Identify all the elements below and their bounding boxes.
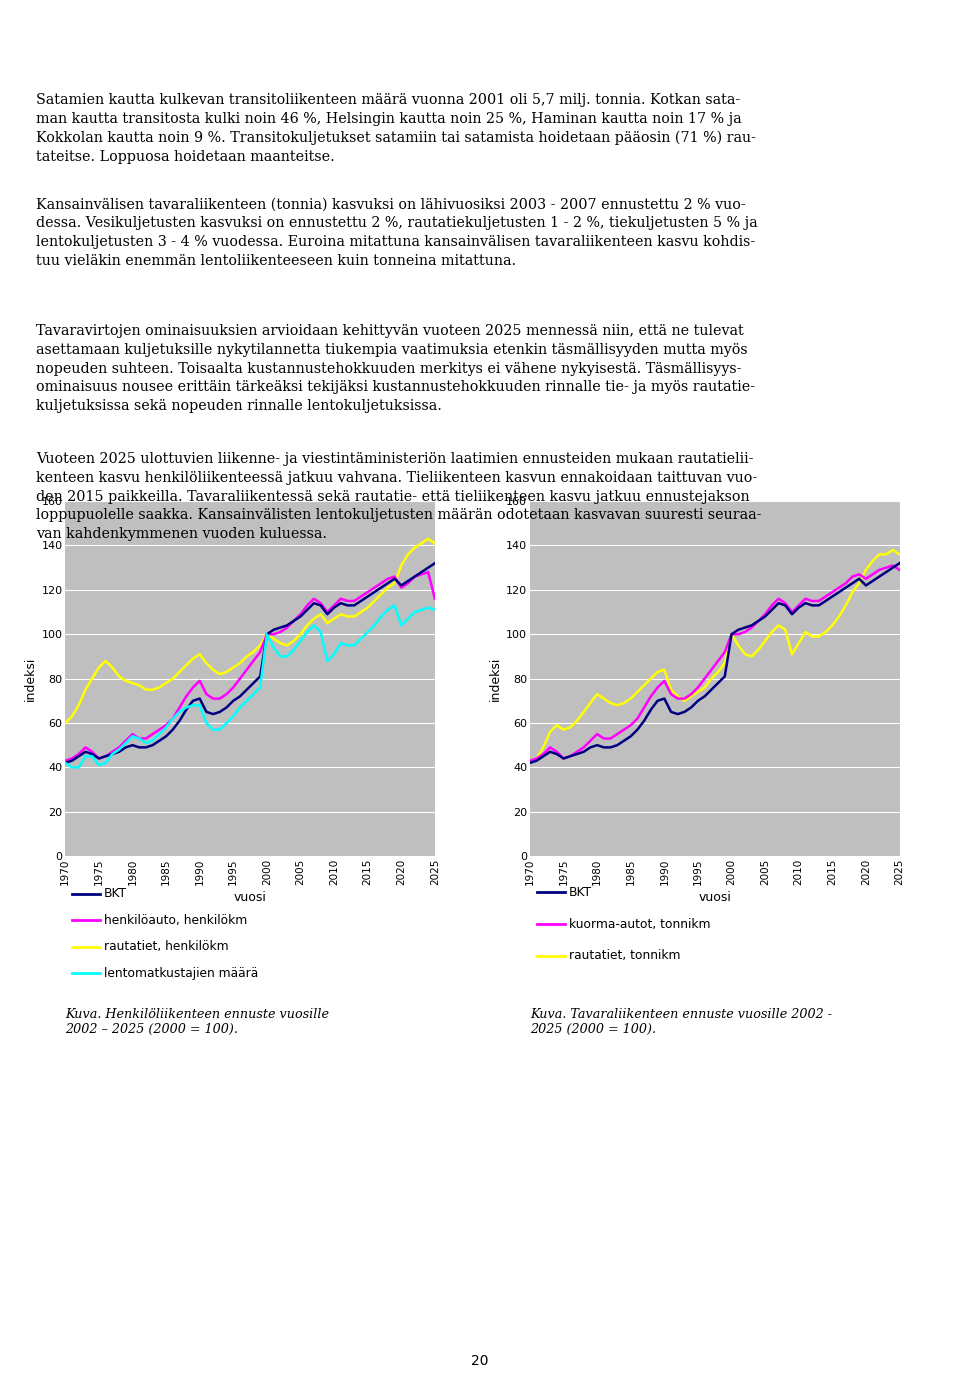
Text: Vuoteen 2025 ulottuvien liikenne- ja viestintäministeriön laatimien ennusteiden : Vuoteen 2025 ulottuvien liikenne- ja vie… bbox=[36, 452, 762, 541]
X-axis label: vuosi: vuosi bbox=[698, 891, 732, 903]
X-axis label: vuosi: vuosi bbox=[233, 891, 267, 903]
Text: Kansainvälisen tavaraliikenteen (tonnia) kasvuksi on lähivuosiksi 2003 - 2007 en: Kansainvälisen tavaraliikenteen (tonnia)… bbox=[36, 198, 758, 267]
Text: Kuva. Henkilöliikenteen ennuste vuosille
2002 – 2025 (2000 = 100).: Kuva. Henkilöliikenteen ennuste vuosille… bbox=[65, 1008, 329, 1036]
Text: rautatiet, henkilökm: rautatiet, henkilökm bbox=[104, 941, 228, 954]
Text: BKT: BKT bbox=[568, 885, 591, 899]
Text: Kuva. Tavaraliikenteen ennuste vuosille 2002 -
2025 (2000 = 100).: Kuva. Tavaraliikenteen ennuste vuosille … bbox=[530, 1008, 832, 1036]
Y-axis label: indeksi: indeksi bbox=[489, 657, 502, 700]
Text: 20: 20 bbox=[471, 1354, 489, 1368]
Text: rautatiet, tonnikm: rautatiet, tonnikm bbox=[568, 949, 681, 962]
Text: BKT: BKT bbox=[104, 887, 127, 901]
Y-axis label: indeksi: indeksi bbox=[24, 657, 37, 700]
Text: Satamien kautta kulkevan transitoliikenteen määrä vuonna 2001 oli 5,7 milj. tonn: Satamien kautta kulkevan transitoliikent… bbox=[36, 93, 756, 164]
Text: lentomatkustajien määrä: lentomatkustajien määrä bbox=[104, 967, 258, 980]
Text: kuorma-autot, tonnikm: kuorma-autot, tonnikm bbox=[568, 917, 710, 930]
Text: henkilöauto, henkilökm: henkilöauto, henkilökm bbox=[104, 913, 248, 927]
Text: Tavaravirtojen ominaisuuksien arvioidaan kehittyvän vuoteen 2025 mennessä niin, : Tavaravirtojen ominaisuuksien arvioidaan… bbox=[36, 324, 756, 413]
